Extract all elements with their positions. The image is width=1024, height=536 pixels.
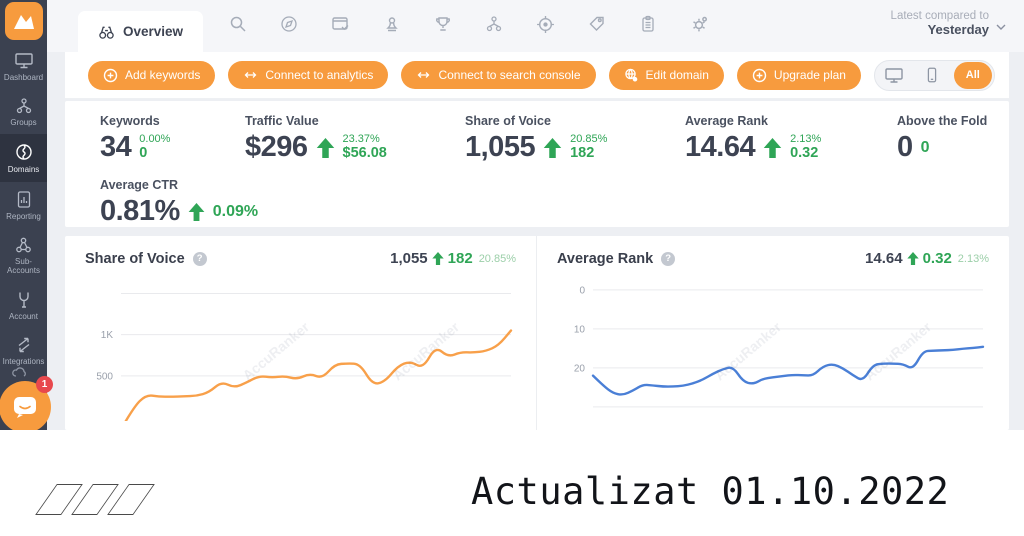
report-document-icon <box>15 190 33 209</box>
plus-circle-icon <box>103 68 118 83</box>
wrench-icon <box>15 290 33 309</box>
stat-value: 34 <box>100 131 132 163</box>
up-arrow-icon <box>188 202 205 221</box>
sidebar-item-label: Sub- Accounts <box>7 256 40 275</box>
device-desktop-button[interactable] <box>875 61 913 90</box>
upgrade-plan-button[interactable]: Upgrade plan <box>736 60 861 90</box>
accuranker-logo-icon[interactable] <box>5 2 43 40</box>
sidebar-item-label: Dashboard <box>3 73 44 82</box>
slash-decoration <box>35 484 155 515</box>
connect-analytics-button[interactable]: Connect to analytics <box>228 61 389 89</box>
help-icon[interactable]: ? <box>192 251 207 266</box>
monitor-icon <box>14 52 34 70</box>
stat-above-the-fold: Above the Fold 0 0 <box>897 114 988 163</box>
chart-title: Average Rank <box>557 250 654 267</box>
sidebar: Dashboard Groups Domains Reporting Sub- … <box>0 0 47 430</box>
stat-value: 14.64 <box>685 131 756 163</box>
plus-circle-icon <box>752 68 767 83</box>
connect-search-console-button[interactable]: Connect to search console <box>401 61 596 89</box>
stat-value: 1,055 <box>465 131 536 163</box>
device-all-button[interactable]: All <box>953 61 992 89</box>
sync-settings-icon[interactable] <box>12 366 28 380</box>
stat-value: 0 <box>897 131 913 163</box>
tab-overview[interactable]: Overview <box>78 11 204 52</box>
average-rank-chart: Average Rank ? 14.64 0.32 2.13% AccuRank… <box>537 236 1009 430</box>
tab-search-icon[interactable] <box>229 15 247 33</box>
stat-average-ctr: Average CTR 0.81% 0.09% <box>100 178 259 227</box>
tab-overview-label: Overview <box>123 24 184 39</box>
sidebar-item-groups[interactable]: Groups <box>0 89 47 134</box>
edit-domain-button[interactable]: Edit domain <box>608 60 724 90</box>
svg-text:10: 10 <box>574 324 586 335</box>
up-arrow-icon <box>763 137 782 158</box>
tab-pawn-icon[interactable] <box>383 15 401 33</box>
sidebar-item-dashboard[interactable]: Dashboard <box>0 44 47 89</box>
line-chart[interactable]: 1K 500 <box>85 273 517 421</box>
share-of-voice-chart: Share of Voice ? 1,055 182 20.85% AccuRa… <box>65 236 537 430</box>
sidebar-item-sub-accounts[interactable]: Sub- Accounts <box>0 228 47 282</box>
footer-band: Actualizat 01.10.2022 <box>0 430 1024 536</box>
sidebar-item-label: Domains <box>7 165 40 175</box>
tab-trophy-icon[interactable] <box>434 15 452 33</box>
sidebar-item-reporting[interactable]: Reporting <box>0 182 47 228</box>
compare-label: Latest compared to <box>890 9 989 22</box>
sidebar-item-label: Reporting <box>6 211 41 221</box>
tab-tag-icon[interactable] <box>588 15 606 33</box>
sidebar-item-account[interactable]: Account <box>0 282 47 328</box>
tab-compass-icon[interactable] <box>280 15 298 33</box>
help-icon[interactable]: ? <box>661 251 676 266</box>
tab-serp-check-icon[interactable] <box>331 15 350 33</box>
org-chart-icon <box>14 97 34 115</box>
sidebar-item-label: Account <box>9 312 38 322</box>
sidebar-item-label: Groups <box>10 118 37 128</box>
device-mobile-button[interactable] <box>913 61 951 90</box>
notification-badge: 1 <box>36 376 53 393</box>
connect-arrows-icon <box>416 69 431 81</box>
sidebar-item-integrations[interactable]: Integrations <box>0 328 47 373</box>
charts-panel: Share of Voice ? 1,055 182 20.85% AccuRa… <box>65 236 1009 430</box>
up-arrow-icon <box>316 137 335 158</box>
tab-settings-icon[interactable] <box>690 15 709 34</box>
chevron-down-icon <box>996 24 1006 30</box>
actions-toolbar: Add keywords Connect to analytics Connec… <box>65 52 1009 99</box>
footer-title: Actualizat 01.10.2022 <box>471 470 950 513</box>
chart-title: Share of Voice <box>85 250 185 267</box>
share-nodes-icon <box>14 236 33 254</box>
up-arrow-icon <box>543 137 562 158</box>
tab-bar: Overview Latest compared to Yesterday <box>47 0 1024 52</box>
domains-icon <box>14 142 34 162</box>
tab-sitemap-icon[interactable] <box>485 15 503 33</box>
stat-value: 0.81% <box>100 195 180 227</box>
tab-target-icon[interactable] <box>536 15 555 34</box>
stat-keywords: Keywords 34 0.00% 0 <box>100 114 171 163</box>
exchange-arrows-icon <box>15 336 33 354</box>
svg-text:1K: 1K <box>101 330 114 341</box>
compare-value: Yesterday <box>927 21 989 37</box>
stat-share-of-voice: Share of Voice 1,055 20.85% 182 <box>465 114 608 163</box>
stat-value: $296 <box>245 131 308 163</box>
compare-period-dropdown[interactable]: Latest compared to Yesterday <box>891 0 1006 52</box>
stat-traffic-value: Traffic Value $296 23.37% $56.08 <box>245 114 387 163</box>
binoculars-icon <box>98 24 115 40</box>
stat-average-rank: Average Rank 14.64 2.13% 0.32 <box>685 114 822 163</box>
line-chart[interactable]: 0 10 20 <box>557 273 989 421</box>
tab-notes-icon[interactable] <box>639 15 657 33</box>
connect-arrows-icon <box>243 69 258 81</box>
globe-gear-icon <box>624 68 639 83</box>
svg-text:0: 0 <box>579 285 585 296</box>
svg-text:20: 20 <box>574 363 586 374</box>
kpi-stats-panel: Keywords 34 0.00% 0 Traffic Value $296 23… <box>65 101 1009 227</box>
sidebar-item-label: Integrations <box>2 357 45 367</box>
add-keywords-button[interactable]: Add keywords <box>88 60 216 90</box>
sidebar-item-domains[interactable]: Domains <box>0 134 47 182</box>
chat-messenger-button[interactable] <box>0 381 51 433</box>
device-filter-group: All <box>873 59 995 91</box>
up-arrow-icon <box>431 252 444 265</box>
up-arrow-icon <box>906 252 919 265</box>
svg-text:500: 500 <box>96 371 113 382</box>
